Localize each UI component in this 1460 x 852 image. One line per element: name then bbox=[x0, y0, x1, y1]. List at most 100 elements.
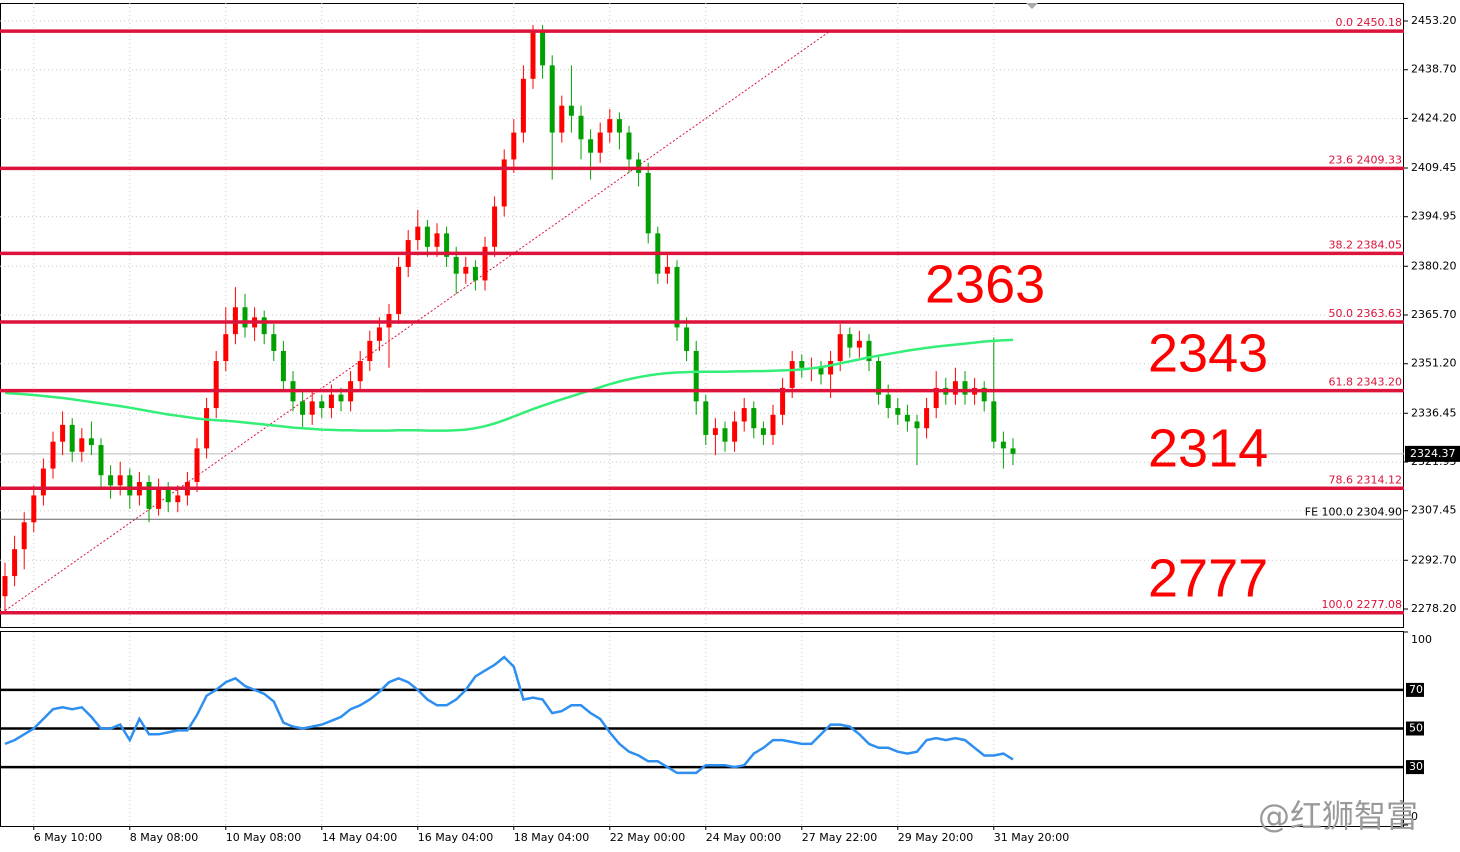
x-tick-label: 27 May 22:00 bbox=[802, 831, 877, 844]
candle-body bbox=[722, 428, 728, 442]
candle-body bbox=[328, 394, 334, 409]
candle-body bbox=[578, 115, 584, 140]
candle-body bbox=[98, 445, 104, 476]
candle-body bbox=[463, 266, 469, 274]
rsi-level-label: 30 bbox=[1409, 760, 1423, 773]
y-tick-label: 2292.70 bbox=[1411, 553, 1457, 566]
candle-body bbox=[712, 428, 718, 435]
watermark: @红狮智富 bbox=[1258, 797, 1418, 835]
candle-body bbox=[79, 438, 85, 452]
candle-body bbox=[626, 132, 632, 160]
rsi-level-box bbox=[1406, 721, 1424, 736]
candle-body bbox=[69, 424, 75, 452]
candle-body bbox=[741, 408, 747, 422]
candle-body bbox=[367, 340, 373, 362]
annotation: 2314 bbox=[1148, 418, 1268, 478]
x-tick-label: 8 May 08:00 bbox=[130, 831, 198, 844]
candle-body bbox=[472, 266, 478, 281]
fib-label: 50.0 2363.63 bbox=[1329, 307, 1402, 320]
candle-body bbox=[664, 266, 670, 274]
candle-body bbox=[616, 119, 622, 133]
candle-body bbox=[607, 119, 613, 133]
candle-body bbox=[511, 132, 517, 160]
y-tick-label: 2438.70 bbox=[1411, 63, 1457, 76]
candle-body bbox=[213, 361, 219, 409]
candle-body bbox=[876, 361, 882, 395]
candle-body bbox=[21, 522, 27, 550]
candle-body bbox=[2, 576, 8, 597]
candle-body bbox=[108, 475, 114, 486]
candle-body bbox=[866, 340, 872, 362]
candle-body bbox=[127, 475, 133, 496]
rsi-level-box bbox=[1406, 760, 1424, 775]
candle-body bbox=[501, 159, 507, 207]
candle-body bbox=[751, 408, 757, 429]
candle-body bbox=[12, 549, 18, 577]
candle-body bbox=[933, 387, 939, 409]
rsi-level-label: 70 bbox=[1409, 683, 1423, 696]
fib-label: 0.0 2450.18 bbox=[1336, 16, 1402, 29]
rsi-tick-label: 0 bbox=[1411, 810, 1418, 823]
candle-body bbox=[492, 206, 498, 247]
candle-body bbox=[520, 78, 526, 133]
candle-body bbox=[444, 233, 450, 257]
candle-body bbox=[434, 233, 440, 247]
candle-body bbox=[40, 468, 46, 496]
annotation: 2343 bbox=[1148, 323, 1268, 383]
candle-body bbox=[175, 495, 181, 503]
candle-body bbox=[732, 421, 738, 442]
candle-body bbox=[396, 266, 402, 314]
candle-body bbox=[376, 327, 382, 341]
fib-label: 78.6 2314.12 bbox=[1329, 473, 1402, 486]
y-tick-label: 2336.45 bbox=[1411, 406, 1457, 419]
candle-body bbox=[415, 226, 421, 241]
candle-body bbox=[588, 139, 594, 153]
x-tick-label: 24 May 00:00 bbox=[706, 831, 781, 844]
y-tick-label: 2409.45 bbox=[1411, 161, 1457, 174]
last-price-label: 2324.37 bbox=[1410, 447, 1456, 460]
candle-body bbox=[540, 31, 546, 66]
candle-body bbox=[50, 441, 56, 469]
candle-body bbox=[856, 340, 862, 348]
x-tick-label: 10 May 08:00 bbox=[226, 831, 301, 844]
candle-body bbox=[885, 394, 891, 409]
candle-body bbox=[981, 387, 987, 402]
candle-body bbox=[799, 361, 805, 368]
candle-body bbox=[952, 381, 958, 395]
fe-label: FE 100.0 2304.90 bbox=[1305, 505, 1402, 518]
annotation: 2363 bbox=[925, 254, 1045, 314]
y-tick-label: 2351.20 bbox=[1411, 357, 1457, 370]
candle-body bbox=[146, 481, 152, 509]
y-tick-label: 2453.20 bbox=[1411, 14, 1457, 27]
x-tick-label: 22 May 00:00 bbox=[610, 831, 685, 844]
candle-body bbox=[568, 105, 574, 116]
candle-body bbox=[165, 488, 171, 503]
candle-body bbox=[31, 495, 37, 523]
candle-body bbox=[770, 414, 776, 435]
fib-label: 38.2 2384.05 bbox=[1329, 238, 1402, 251]
annotation: 2777 bbox=[1148, 548, 1268, 608]
candle-body bbox=[319, 401, 325, 409]
candle-body bbox=[482, 246, 488, 281]
candle-body bbox=[693, 350, 699, 402]
candle-body bbox=[357, 361, 363, 382]
candle-body bbox=[684, 327, 690, 351]
y-tick-label: 2424.20 bbox=[1411, 111, 1457, 124]
candle-body bbox=[453, 256, 459, 274]
candle-body bbox=[309, 401, 315, 415]
x-tick-label: 6 May 10:00 bbox=[34, 831, 102, 844]
rsi-level-label: 50 bbox=[1409, 722, 1423, 735]
x-tick-label: 14 May 04:00 bbox=[322, 831, 397, 844]
candle-body bbox=[261, 317, 267, 335]
fib-label: 100.0 2277.08 bbox=[1322, 598, 1402, 611]
x-tick-label: 18 May 04:00 bbox=[514, 831, 589, 844]
candle-body bbox=[674, 266, 680, 328]
shift-marker bbox=[1026, 3, 1038, 9]
candle-body bbox=[924, 408, 930, 429]
moving-average bbox=[4, 338, 1014, 432]
x-tick-label: 31 May 20:00 bbox=[994, 831, 1069, 844]
candle-body bbox=[760, 428, 766, 435]
candle-body bbox=[895, 408, 901, 415]
